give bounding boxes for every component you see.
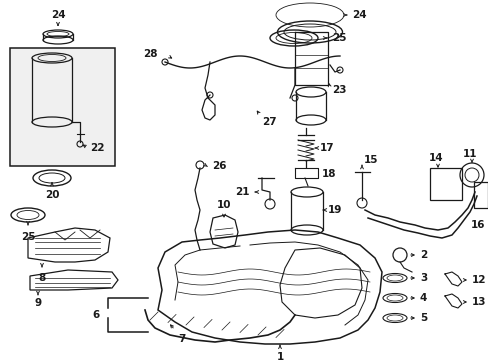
Text: 11: 11	[462, 149, 476, 159]
Text: 21: 21	[235, 187, 249, 197]
Text: 25: 25	[331, 33, 346, 43]
Text: 24: 24	[51, 10, 65, 20]
Text: 17: 17	[319, 143, 334, 153]
Text: 1: 1	[276, 352, 283, 360]
Text: 25: 25	[20, 232, 35, 242]
Text: 9: 9	[34, 298, 41, 308]
Text: 3: 3	[419, 273, 427, 283]
Bar	[473, 182, 487, 208]
Text: 2: 2	[419, 250, 427, 260]
Bar	[429, 168, 461, 200]
Text: 4: 4	[419, 293, 427, 303]
Text: 12: 12	[471, 275, 486, 285]
Text: 16: 16	[469, 220, 484, 230]
Text: 23: 23	[331, 85, 346, 95]
Text: 28: 28	[143, 49, 158, 59]
Text: 14: 14	[428, 153, 443, 163]
Text: 8: 8	[38, 273, 45, 283]
Bar	[10, 48, 115, 166]
Text: 24: 24	[351, 10, 366, 20]
Text: 7: 7	[178, 334, 185, 344]
Text: 26: 26	[212, 161, 226, 171]
Text: 6: 6	[93, 310, 100, 320]
Text: 27: 27	[262, 117, 276, 127]
Text: 19: 19	[327, 205, 342, 215]
Text: 22: 22	[90, 143, 104, 153]
Text: 20: 20	[45, 190, 59, 200]
Text: 15: 15	[363, 155, 378, 165]
Text: 13: 13	[471, 297, 486, 307]
Text: 10: 10	[216, 200, 231, 210]
Text: 18: 18	[321, 169, 336, 179]
Text: 5: 5	[419, 313, 427, 323]
